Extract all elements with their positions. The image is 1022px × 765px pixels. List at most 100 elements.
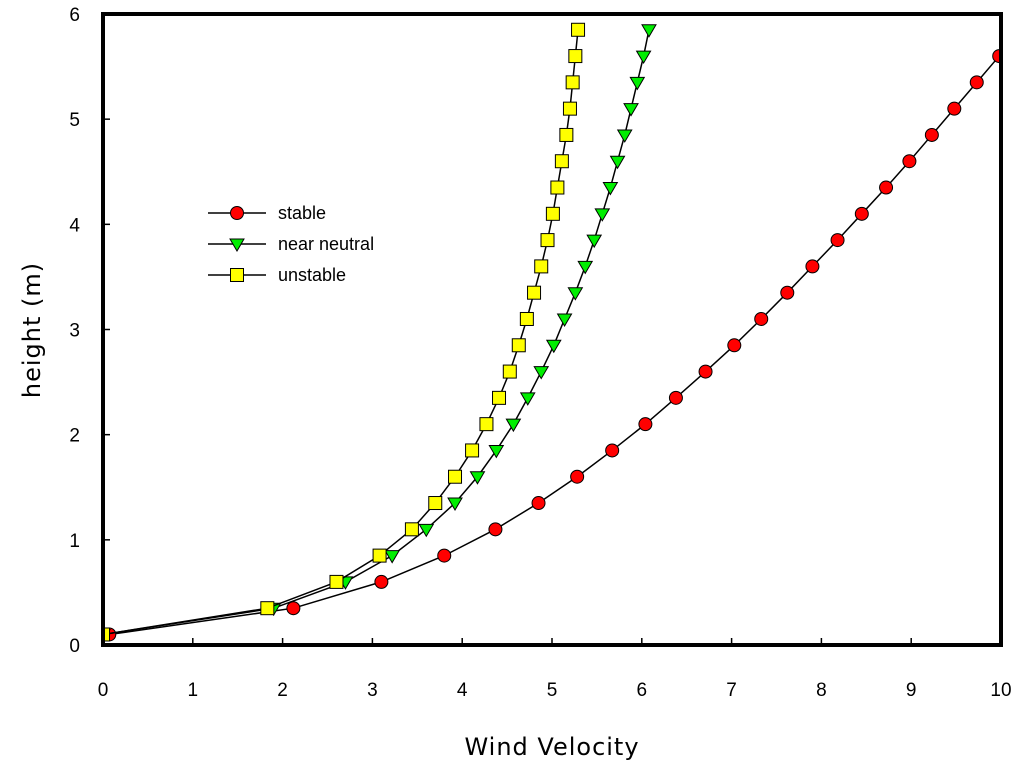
data-point-unstable [519,311,534,326]
data-point-stable [488,522,503,537]
y-tick-label: 4 [69,215,80,236]
data-point-near-neutral [616,129,633,143]
legend-marker-near-neutral [229,238,245,252]
x-tick-label: 9 [906,680,917,701]
x-tick-label: 10 [990,680,1011,701]
data-point-stable [638,417,653,432]
data-point-unstable [329,574,344,589]
legend-marker-unstable [230,268,244,282]
data-point-stable [727,338,742,353]
data-point-stable [830,233,845,248]
y-axis-title: height (m) [18,262,46,398]
data-point-stable [947,101,962,116]
series-line-unstable [103,29,579,636]
x-tick-label: 5 [547,680,558,701]
data-point-unstable [372,548,387,563]
plot-frame [101,12,1003,647]
data-point-unstable [550,180,565,195]
y-tick-label: 1 [69,531,80,552]
data-point-unstable [559,127,574,142]
data-point-unstable [534,259,549,274]
y-tick-label: 5 [69,110,80,131]
data-point-unstable [511,338,526,353]
x-tick-label: 6 [637,680,648,701]
data-point-unstable [568,49,583,64]
data-point-stable [805,259,820,274]
series-layer [103,22,1001,643]
data-point-near-neutral [567,287,584,301]
data-point-stable [570,469,585,484]
legend-label: near neutral [278,234,374,254]
data-point-stable [879,180,894,195]
series-unstable [103,22,586,642]
x-axis-ticks: 0 1 2 3 4 5 6 7 8 9 10 [98,638,1012,701]
data-point-unstable [554,154,569,169]
data-point-near-neutral [609,155,626,170]
legend: stable near neutral unstable [208,203,374,285]
legend-marker-stable [230,206,244,220]
data-point-unstable [492,390,507,405]
legend-item-near-neutral: near neutral [208,234,374,254]
data-point-unstable [565,75,580,90]
series-line-near-neutral [103,29,650,636]
data-point-unstable [571,22,586,37]
x-tick-label: 7 [726,680,737,701]
data-point-stable [780,285,795,300]
y-tick-label: 6 [69,5,80,26]
data-point-near-neutral [488,444,505,459]
data-point-unstable [527,285,542,300]
data-point-near-neutral [629,76,646,91]
x-tick-label: 8 [816,680,827,701]
x-tick-label: 3 [367,680,378,701]
data-point-near-neutral [556,313,573,327]
data-point-stable [286,601,301,616]
data-point-unstable [540,233,555,248]
data-point-near-neutral [519,392,536,406]
data-point-near-neutral [586,234,603,249]
data-point-stable [698,364,713,379]
data-point-near-neutral [602,182,619,196]
legend-label: unstable [278,265,346,285]
x-tick-label: 4 [457,680,468,701]
data-point-unstable [428,496,443,511]
data-point-near-neutral [623,103,639,117]
data-point-near-neutral [641,24,657,38]
x-tick-label: 0 [98,680,109,701]
x-tick-label: 1 [188,680,199,701]
data-point-stable [969,75,984,90]
data-point-unstable [562,101,577,116]
legend-item-unstable: unstable [208,265,346,285]
data-point-near-neutral [533,366,550,380]
data-point-stable [437,548,452,563]
data-point-unstable [545,206,560,221]
data-point-stable [531,496,546,511]
data-point-unstable [465,443,480,458]
legend-label: stable [278,203,326,223]
data-point-near-neutral [545,339,562,354]
data-point-stable [668,390,683,405]
x-tick-label: 2 [277,680,288,701]
data-point-near-neutral [505,418,522,433]
data-point-stable [374,574,389,589]
data-point-stable [854,206,869,221]
data-point-near-neutral [418,523,435,538]
data-point-unstable [260,601,275,616]
data-point-near-neutral [577,260,594,275]
data-point-stable [902,154,917,169]
data-point-near-neutral [469,471,486,485]
data-point-stable [754,311,769,326]
data-point-stable [924,127,939,142]
data-point-unstable [479,417,494,432]
data-point-near-neutral [447,497,463,512]
x-axis-title: Wind Velocity [464,733,639,761]
data-point-near-neutral [635,50,652,65]
data-point-unstable [103,627,110,642]
y-tick-label: 3 [69,321,80,342]
y-tick-label: 2 [69,426,80,447]
data-point-near-neutral [384,550,401,564]
series-stable [103,49,1001,642]
data-point-unstable [404,522,419,537]
data-point-unstable [502,364,517,379]
legend-item-stable: stable [208,203,326,223]
